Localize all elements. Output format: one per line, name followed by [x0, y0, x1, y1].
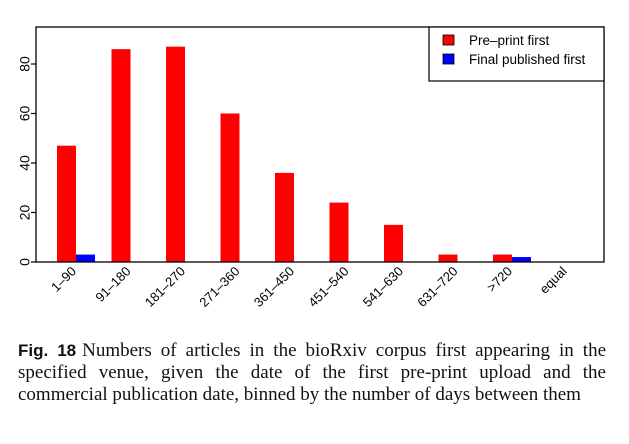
bar-preprint	[111, 49, 131, 263]
x-tick-label: equal	[537, 263, 570, 296]
x-tick-label: 91–180	[92, 264, 133, 305]
bar-published	[512, 257, 531, 262]
figure-caption: Fig. 18 Numbers of articles in the bioRxi…	[18, 340, 606, 406]
bar-preprint	[493, 254, 512, 262]
legend-swatch	[442, 53, 455, 65]
caption-text: Numbers of articles in the bioRxiv corpu…	[18, 340, 606, 405]
x-tick-label: 181–270	[142, 264, 188, 310]
x-tick-label: 1–90	[48, 264, 79, 295]
legend-box	[428, 26, 605, 82]
x-tick-label: 451–540	[305, 264, 351, 310]
legend-label: Final published first	[469, 52, 586, 67]
x-tick-label: 541–630	[360, 264, 406, 310]
y-tick-label: 0	[17, 258, 33, 266]
bar-preprint	[57, 145, 76, 262]
bar-preprint	[275, 172, 294, 262]
legend-swatch	[442, 34, 455, 46]
x-tick-label: 361–450	[251, 264, 297, 310]
x-tick-label: >720	[484, 264, 515, 295]
bar-published	[76, 254, 95, 262]
x-tick-label: 631–720	[414, 264, 460, 310]
bar-preprint	[220, 113, 240, 262]
y-tick-label: 60	[17, 106, 33, 122]
figure-label: Fig. 18	[18, 341, 77, 360]
bar-preprint	[166, 46, 185, 262]
bar-preprint	[438, 254, 458, 262]
bar-preprint	[329, 202, 349, 262]
x-tick-label: 271–360	[196, 264, 242, 310]
y-tick-label: 80	[17, 56, 33, 72]
plot-frame	[35, 26, 605, 263]
y-tick-label: 40	[17, 155, 33, 171]
legend-label: Pre–print first	[469, 33, 550, 48]
bar-chart: 1–90 91–180 181–270 271–360 361–450 451–540 54…	[17, 26, 605, 310]
y-tick-label: 20	[17, 205, 33, 221]
bar-preprint	[384, 224, 403, 262]
